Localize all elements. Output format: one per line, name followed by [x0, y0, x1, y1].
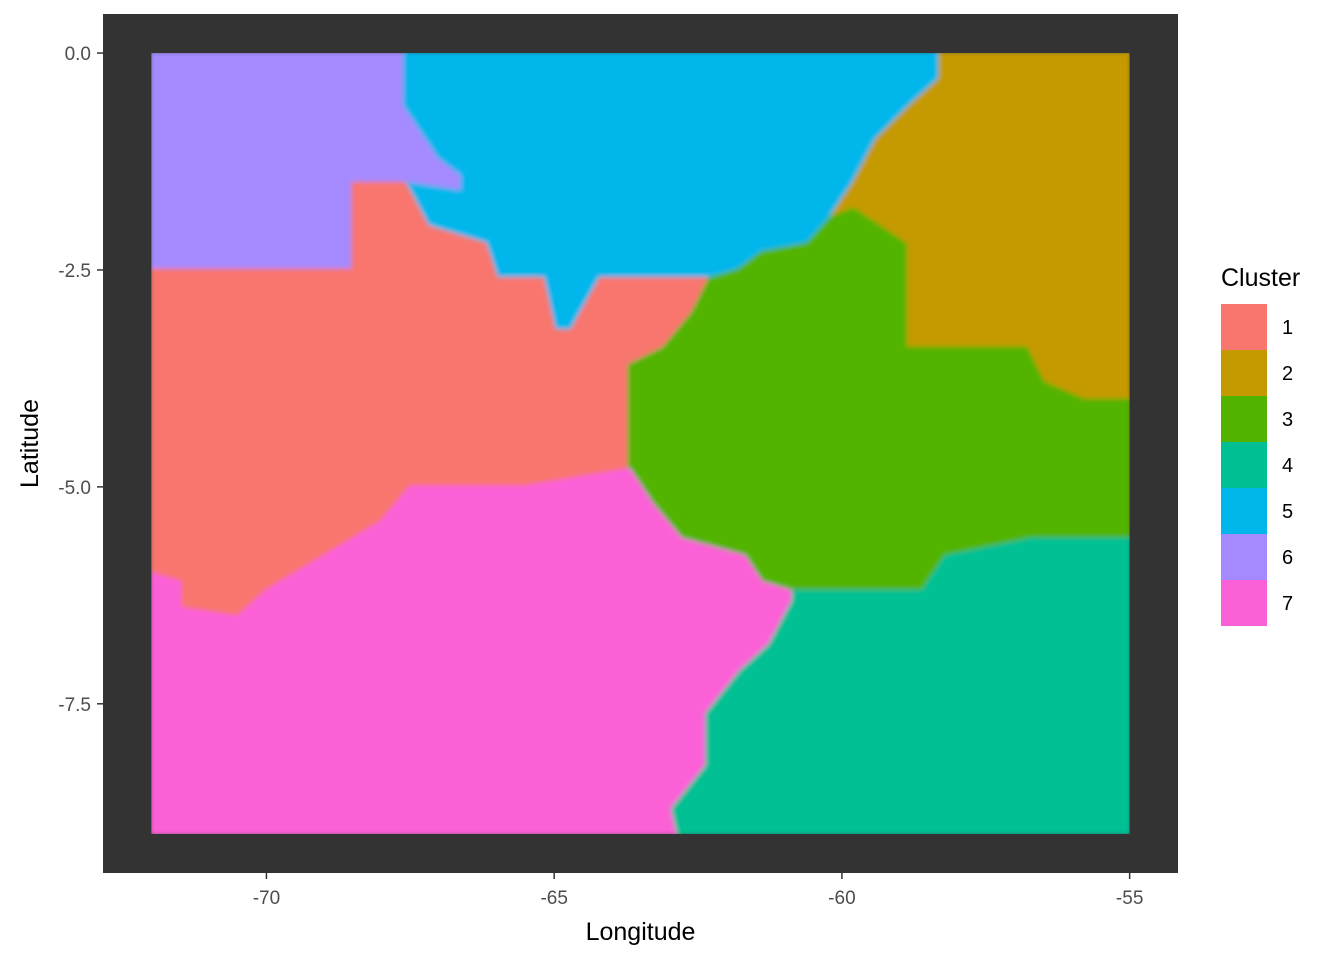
- y-axis-ticks: 0.0 -2.5 -5.0 -7.5: [58, 44, 103, 716]
- x-axis-title: Longitude: [586, 918, 696, 946]
- cluster-regions: [151, 53, 1130, 834]
- cluster-region-7: [151, 467, 792, 834]
- legend-label-4: 4: [1282, 455, 1293, 477]
- legend-key-2: [1221, 350, 1267, 396]
- legend: Cluster 1 2 3 4 5 6 7: [1221, 264, 1300, 626]
- legend-label-7: 7: [1282, 593, 1293, 615]
- legend-key-1: [1221, 304, 1267, 350]
- x-tick-label: -65: [540, 888, 567, 909]
- legend-label-1: 1: [1282, 317, 1293, 339]
- legend-label-6: 6: [1282, 547, 1293, 569]
- x-axis-ticks: -70 -65 -60 -55: [253, 873, 1143, 909]
- y-tick-label: -2.5: [58, 261, 91, 282]
- legend-label-5: 5: [1282, 501, 1293, 523]
- legend-label-2: 2: [1282, 363, 1293, 385]
- legend-key-5: [1221, 488, 1267, 534]
- x-tick-label: -55: [1116, 888, 1143, 909]
- legend-title: Cluster: [1221, 264, 1300, 292]
- legend-label-3: 3: [1282, 409, 1293, 431]
- y-axis-title: Latitude: [16, 399, 44, 488]
- y-tick-label: -5.0: [58, 478, 91, 499]
- legend-key-7: [1221, 580, 1267, 626]
- legend-key-4: [1221, 442, 1267, 488]
- y-tick-label: 0.0: [65, 44, 91, 65]
- legend-key-6: [1221, 534, 1267, 580]
- legend-key-3: [1221, 396, 1267, 442]
- x-tick-label: -60: [828, 888, 855, 909]
- y-tick-label: -7.5: [58, 695, 91, 716]
- x-tick-label: -70: [253, 888, 280, 909]
